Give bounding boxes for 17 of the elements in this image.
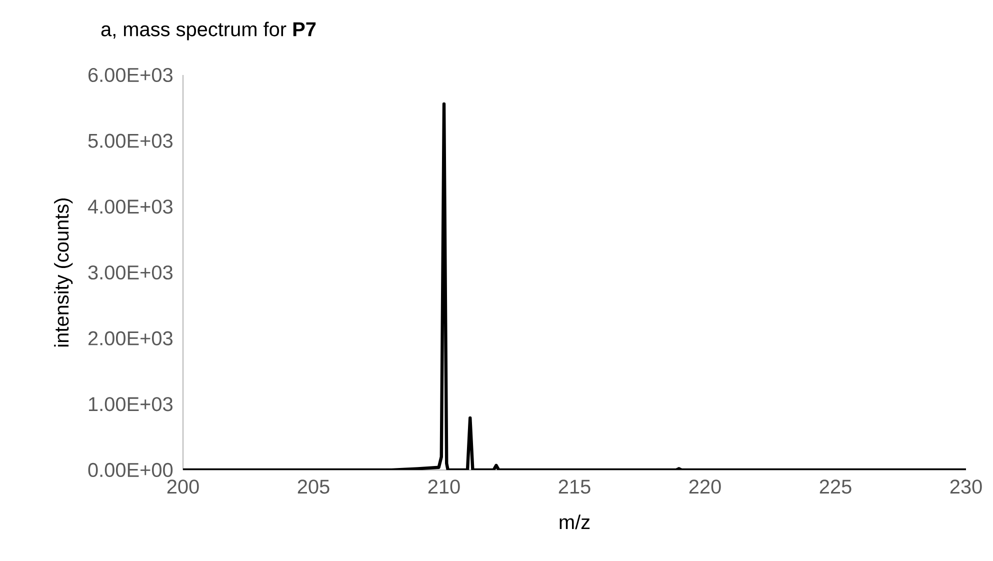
y-axis-title: intensity (counts) <box>54 198 73 346</box>
y-tick-label: 6.00E+03 <box>88 68 172 82</box>
y-tick-label: 4.00E+03 <box>88 200 172 214</box>
x-tick-label: 205 <box>298 480 330 494</box>
x-axis-title: m/z <box>560 514 590 530</box>
y-tick-label: 2.00E+03 <box>88 331 172 346</box>
x-tick-label: 200 <box>167 480 199 494</box>
y-tick-label: 0.00E+00 <box>88 462 173 478</box>
chart-title: a, mass spectrum for P7 <box>101 22 316 40</box>
y-tick-label: 5.00E+03 <box>88 134 172 148</box>
y-tick-label: 3.00E+03 <box>88 265 172 280</box>
x-tick-label: 210 <box>428 480 460 494</box>
x-tick-label: 220 <box>689 480 721 494</box>
x-tick-label: 225 <box>820 480 852 494</box>
y-tick-label: 1.00E+03 <box>89 397 172 412</box>
x-tick-label: 230 <box>950 480 982 494</box>
x-tick-label: 215 <box>558 480 590 494</box>
